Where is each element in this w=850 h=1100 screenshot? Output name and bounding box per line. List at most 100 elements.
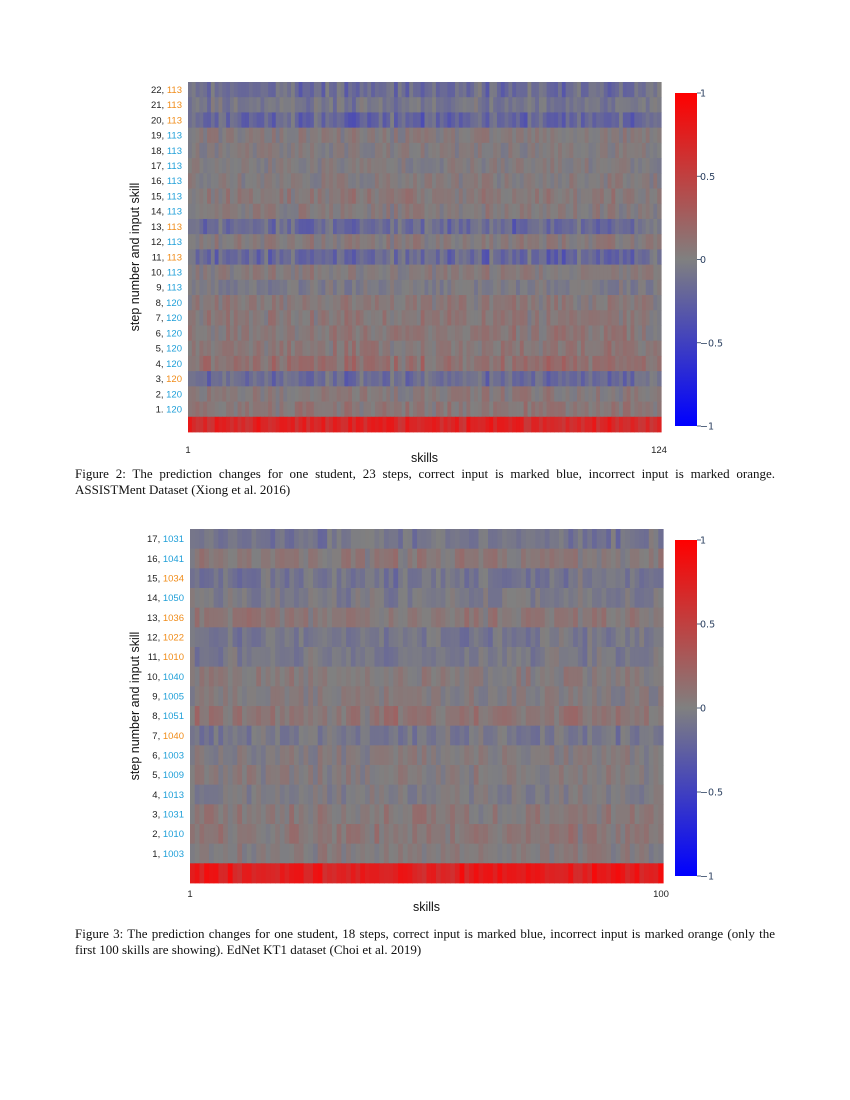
heatmap-cell — [439, 173, 445, 189]
heatmap-cell — [573, 529, 579, 550]
heatmap-cell — [256, 401, 262, 418]
heatmap-cell — [644, 843, 650, 864]
correct-skill-label: 120 — [166, 404, 182, 415]
heatmap-cell — [554, 529, 560, 550]
heatmap-cell — [210, 158, 216, 174]
heatmap-cell — [369, 863, 376, 884]
heatmap-cell — [466, 279, 471, 296]
heatmap-cell — [645, 416, 651, 433]
heatmap-cell — [195, 249, 201, 266]
heatmap-cell — [355, 647, 361, 668]
heatmap-cell — [329, 203, 334, 220]
heatmap-cell — [374, 203, 380, 220]
heatmap-cell — [596, 568, 603, 589]
heatmap-cell — [275, 188, 281, 205]
heatmap-cell — [369, 824, 376, 845]
heatmap-cell — [638, 218, 643, 235]
heatmap-cell — [455, 203, 460, 220]
heatmap-cell — [629, 784, 636, 805]
heatmap-cell — [350, 765, 357, 786]
heatmap-cell — [544, 686, 551, 707]
heatmap-cell — [611, 127, 616, 144]
heatmap-cell — [401, 82, 407, 98]
heatmap-cell — [340, 112, 345, 129]
heatmap-cell — [657, 264, 662, 281]
step-number: 8, — [156, 298, 167, 309]
heatmap-cell — [492, 568, 499, 589]
heatmap-cell — [619, 218, 624, 235]
heatmap-cell — [341, 824, 347, 845]
heatmap-cell — [279, 568, 286, 589]
heatmap-cell — [629, 824, 636, 845]
heatmap-cell — [294, 173, 300, 189]
heatmap-cell — [648, 824, 655, 845]
heatmap-cell — [275, 371, 281, 387]
heatmap-cell — [619, 97, 624, 113]
heatmap-cell — [504, 173, 510, 189]
heatmap-cell — [493, 264, 498, 281]
heatmap-cell — [208, 843, 215, 864]
heatmap-cell — [554, 127, 559, 144]
heatmap-cell — [649, 279, 654, 296]
heatmap-cell — [317, 843, 324, 864]
heatmap-cell — [223, 588, 229, 609]
heatmap-row — [188, 386, 662, 402]
heatmap-cell — [440, 804, 447, 825]
heatmap-cell — [554, 647, 560, 668]
heatmap-cell — [317, 401, 323, 418]
heatmap-cell — [523, 264, 529, 281]
heatmap-cell — [325, 340, 330, 357]
heatmap-cell — [327, 666, 333, 687]
heatmap-cell — [592, 863, 598, 884]
heatmap-cell — [588, 158, 593, 174]
heatmap-cell — [283, 401, 288, 418]
heatmap-cell — [374, 340, 380, 357]
heatmap-cell — [527, 279, 532, 296]
heatmap-cell — [268, 234, 273, 250]
heatmap-cell — [447, 386, 452, 402]
heatmap-cell — [350, 745, 357, 766]
heatmap-cell — [222, 264, 227, 281]
heatmap-cell — [611, 218, 616, 235]
heatmap-cell — [554, 686, 560, 707]
heatmap-cell — [190, 843, 196, 864]
heatmap-cell — [223, 686, 229, 707]
y-tick-label: 11, 1010 — [148, 652, 184, 663]
heatmap-cell — [625, 824, 631, 845]
heatmap-cell — [191, 97, 197, 113]
heatmap-cell — [312, 666, 319, 687]
heatmap-cell — [405, 295, 410, 311]
heatmap-cell — [401, 112, 407, 129]
heatmap-cell — [625, 529, 631, 550]
heatmap-cell — [260, 548, 267, 569]
heatmap-cell — [222, 386, 227, 402]
heatmap-cell — [565, 249, 571, 266]
heatmap-cell — [270, 666, 276, 687]
heatmap-cell — [350, 588, 357, 609]
heatmap-cell — [587, 627, 593, 648]
heatmap-cell — [558, 173, 563, 189]
heatmap-cell — [365, 784, 371, 805]
heatmap-cell — [592, 529, 598, 550]
heatmap-cell — [596, 529, 603, 550]
heatmap-cell — [290, 401, 296, 418]
heatmap-cell — [260, 386, 265, 402]
heatmap-cell — [218, 725, 224, 746]
heatmap-cell — [563, 745, 569, 766]
heatmap-cell — [398, 588, 404, 609]
heatmap-cell — [592, 588, 598, 609]
heatmap-cell — [222, 249, 227, 266]
heatmap-cell — [577, 279, 582, 296]
heatmap-cell — [294, 627, 300, 648]
heatmap-row — [188, 234, 662, 250]
heatmap-cell — [516, 666, 522, 687]
heatmap-cell — [497, 686, 503, 707]
heatmap-cell — [466, 97, 471, 113]
heatmap-cell — [336, 188, 342, 205]
heatmap-cell — [331, 627, 338, 648]
heatmap-cell — [331, 548, 338, 569]
heatmap-cell — [599, 295, 605, 311]
heatmap-cell — [227, 745, 234, 766]
heatmap-cell — [611, 173, 616, 189]
heatmap-cell — [249, 264, 254, 281]
